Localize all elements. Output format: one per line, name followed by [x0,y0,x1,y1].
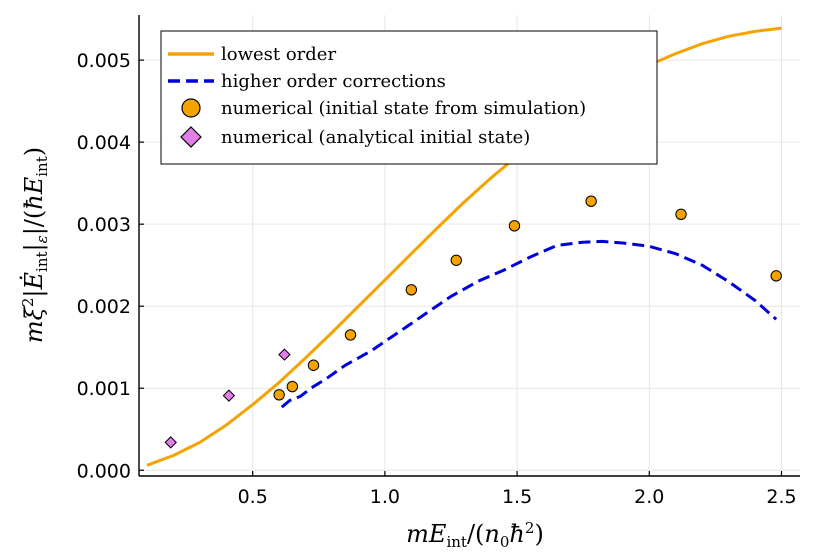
point-simulation [508,220,521,232]
point-simulation [675,208,687,221]
y-axis-label: mξ2|Ėint|ε|/(ħEint) [19,147,51,343]
series-line-1 [280,239,778,409]
legend-label-higher-order: higher order corrections [221,71,446,92]
x-tick-label: 1.5 [502,486,532,508]
x-tick-labels: 0.5 1.0 1.5 2.0 2.5 [238,471,797,508]
y-tick-label: 0.001 [77,378,131,400]
point-simulation [286,380,299,393]
y-tick-labels: 0.000 0.001 0.002 0.003 0.004 0.005 [77,50,144,482]
x-tick-label: 2.5 [766,486,796,508]
legend-label-simulation: numerical (initial state from simulation… [221,98,586,119]
point-simulation [585,195,597,207]
axes [138,15,800,477]
point-analytical [164,436,177,449]
legend: lowest order higher order corrections nu… [160,30,658,165]
point-analytical [222,389,236,402]
x-tick-label: 2.0 [634,486,664,508]
series-points [164,195,782,449]
y-tick-label: 0.000 [77,460,131,482]
y-tick-label: 0.003 [77,214,131,236]
series-lines [146,26,782,467]
legend-marker-simulation [181,98,201,118]
y-tick-label: 0.002 [77,296,131,318]
point-simulation [405,284,418,296]
x-tick-label: 0.5 [238,486,268,508]
legend-label-analytical: numerical (analytical initial state) [221,127,530,148]
legend-label-lowest-order: lowest order [221,44,336,65]
legend-box [160,30,658,165]
series-line-0 [146,26,782,467]
point-simulation [307,359,320,371]
point-simulation [273,389,285,401]
y-tick-label: 0.004 [77,132,131,154]
x-axis-label: mEint/(n0ħ2) [406,519,544,551]
y-tick-label: 0.005 [77,50,131,72]
legend-marker-analytical [180,126,202,148]
point-analytical [278,348,291,361]
x-tick-label: 1.0 [370,486,400,508]
point-simulation [450,254,462,266]
point-simulation [344,329,357,341]
point-simulation [770,270,782,282]
